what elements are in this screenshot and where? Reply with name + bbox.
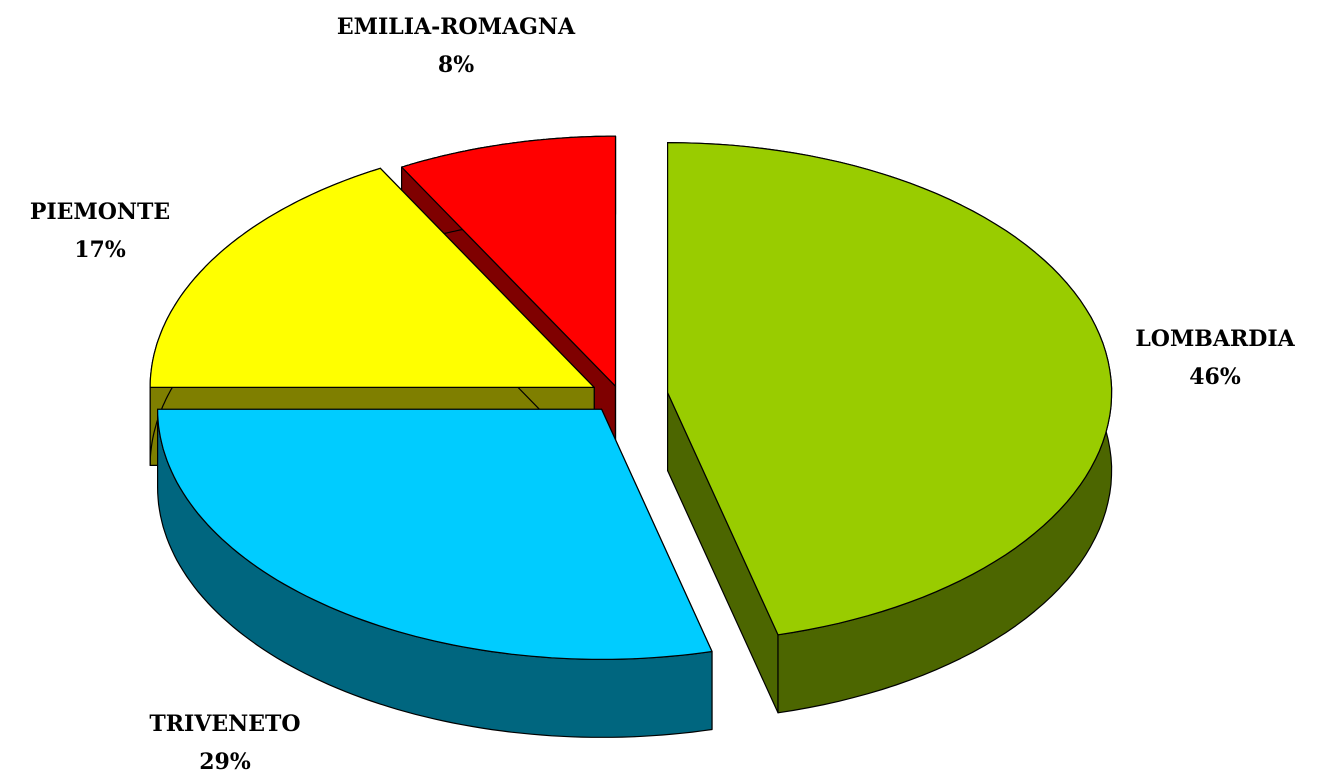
slice: [666, 142, 1113, 714]
slice-top: [149, 167, 595, 388]
data-label: 8%: [438, 52, 474, 78]
slice-top: [666, 142, 1113, 636]
data-label-name: TRIVENETO: [149, 711, 300, 737]
slice-top: [401, 135, 617, 387]
data-label-name: EMILIA-ROMAGNA: [337, 14, 576, 40]
data-label: 17%: [74, 237, 126, 263]
slice: [157, 408, 713, 738]
data-label: 29%: [199, 749, 251, 775]
data-label-name: PIEMONTE: [30, 199, 170, 225]
slice-top: [157, 408, 713, 660]
data-label-name: LOMBARDIA: [1135, 326, 1295, 352]
data-label: 46%: [1189, 364, 1241, 390]
